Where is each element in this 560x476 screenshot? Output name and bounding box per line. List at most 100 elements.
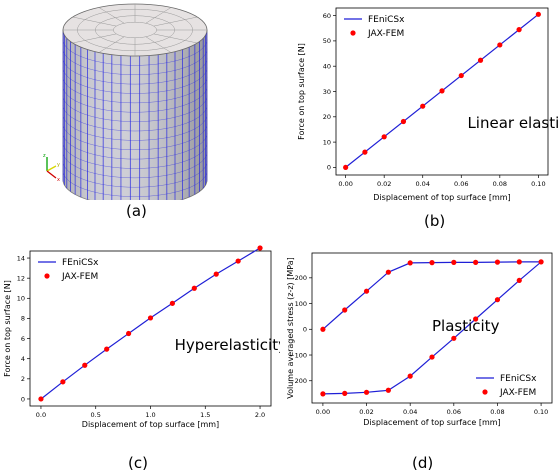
x-tick-label: 0.04 <box>415 180 429 188</box>
legend: FEniCSx JAX-FEM <box>38 258 99 282</box>
legend-label-jax-fem: JAX-FEM <box>61 272 98 282</box>
legend-marker-swatch <box>350 30 356 36</box>
data-point-jax-fem <box>38 396 44 402</box>
data-point-jax-fem <box>458 72 464 79</box>
x-tick-label: 0.02 <box>377 180 391 188</box>
data-point-jax-fem <box>362 149 368 155</box>
x-tick-label: 0.5 <box>91 411 101 419</box>
y-tick-label: 200 <box>295 274 307 282</box>
data-point-jax-fem <box>342 307 348 313</box>
x-tick-label: 1.5 <box>200 411 210 419</box>
data-point-jax-fem <box>451 259 457 265</box>
data-point-jax-fem <box>429 354 435 360</box>
y-tick-label: 12 <box>17 274 25 282</box>
x-axis-label: Displacement of top surface [mm] <box>363 418 500 427</box>
y-axis-label: Force on top surface [N] <box>3 280 12 377</box>
data-point-jax-fem <box>473 259 479 265</box>
chart-hyperelasticity: 0.0 0.5 1.0 1.5 2.0 0 2 4 6 8 10 12 14 Displacement o… <box>0 243 287 455</box>
y-tick-label: −100 <box>289 351 307 359</box>
y-tick-label: 8 <box>21 315 25 323</box>
data-point-jax-fem <box>191 285 197 291</box>
chart-annotation: Plasticity <box>432 317 500 335</box>
top-spoke <box>72 33 117 44</box>
legend-label-fenicsx: FEniCSx <box>368 15 405 25</box>
x-tick-label: 0.0 <box>36 411 46 419</box>
y-tick-label: 100 <box>295 300 307 308</box>
y-tick-label: 0 <box>21 395 25 403</box>
triad-x-axis <box>46 170 57 179</box>
y-tick-label: 6 <box>21 335 25 343</box>
top-spoke <box>145 36 172 53</box>
legend-label-fenicsx: FEniCSx <box>62 258 99 268</box>
data-point-jax-fem <box>320 326 326 332</box>
legend-marker-swatch <box>44 273 50 279</box>
y-axis-label: Volume averaged stress (z-z) [MPa] <box>286 257 295 398</box>
chart-plasticity: 0.00 0.02 0.04 0.06 0.08 0.10 −200 −100 0 100 200 D… <box>284 243 560 455</box>
data-point-jax-fem <box>451 335 457 341</box>
x-tick-label: 0.04 <box>403 408 417 416</box>
data-point-jax-fem <box>147 315 154 321</box>
chart-c-svg: 0.0 0.5 1.0 1.5 2.0 0 2 4 6 8 10 12 14 Displacement o… <box>3 245 287 429</box>
top-spoke <box>153 16 198 27</box>
data-point-jax-fem <box>535 11 541 17</box>
data-point-jax-fem <box>494 297 501 303</box>
data-point-jax-fem <box>538 259 544 265</box>
x-tick-label: 0.10 <box>534 408 548 416</box>
x-tick-label: 1.0 <box>145 411 155 419</box>
x-tick-label: 0.00 <box>316 408 330 416</box>
x-tick-label: 0.10 <box>531 180 545 188</box>
y-axis-label: Force on top surface [N] <box>297 43 306 140</box>
data-point-jax-fem <box>516 259 522 265</box>
triad-y-axis <box>46 165 57 172</box>
y-tick-label: 40 <box>323 62 331 70</box>
data-point-jax-fem <box>60 379 66 385</box>
data-point-jax-fem <box>104 346 110 352</box>
x-tick-label: 0.06 <box>447 408 461 416</box>
triad-y-label: y <box>57 162 60 168</box>
data-point-jax-fem <box>497 42 503 48</box>
data-point-jax-fem <box>363 389 370 395</box>
top-spoke <box>98 7 125 24</box>
y-tick-label: 14 <box>17 254 25 262</box>
data-point-jax-fem <box>235 258 241 264</box>
mesh-panel: z y x <box>0 0 270 207</box>
chart-annotation: Hyperelasticity <box>175 336 280 354</box>
data-point-jax-fem <box>381 134 387 140</box>
data-point-jax-fem <box>363 288 370 294</box>
y-tick-label: 50 <box>323 37 331 45</box>
data-point-jax-fem <box>429 260 435 266</box>
legend-marker-swatch <box>482 389 488 395</box>
data-point-jax-fem <box>257 245 263 251</box>
x-tick-label: 0.06 <box>454 180 468 188</box>
top-spoke <box>153 33 198 44</box>
x-axis-label: Displacement of top surface [mm] <box>373 193 510 202</box>
caption-d: (d) <box>412 454 434 472</box>
data-point-jax-fem <box>420 103 426 109</box>
plot-frame <box>311 252 553 404</box>
legend-label-jax-fem: JAX-FEM <box>499 388 536 398</box>
y-tick-label: 0 <box>303 326 307 334</box>
x-tick-label: 2.0 <box>255 411 265 419</box>
x-axis-label: Displacement of top surface [mm] <box>82 420 219 429</box>
x-tick-label: 0.08 <box>490 408 504 416</box>
data-point-jax-fem <box>407 260 413 266</box>
data-point-jax-fem <box>400 118 407 125</box>
y-tick-label: −200 <box>289 377 307 385</box>
series-line-fenicsx <box>40 247 261 400</box>
top-spoke <box>145 7 172 24</box>
chart-annotation: Linear elasticity <box>467 114 560 132</box>
data-point-jax-fem <box>82 362 88 368</box>
caption-b: (b) <box>424 212 446 230</box>
data-point-jax-fem <box>342 390 348 396</box>
y-tick-label: 0 <box>327 164 331 172</box>
data-point-jax-fem <box>385 387 391 393</box>
y-tick-label: 30 <box>323 88 331 96</box>
legend-label-fenicsx: FEniCSx <box>500 374 537 384</box>
data-point-jax-fem <box>473 316 479 322</box>
data-point-jax-fem <box>477 57 484 63</box>
y-tick-label: 4 <box>21 355 25 363</box>
data-point-jax-fem <box>516 27 522 33</box>
chart-linear-elasticity: 0.00 0.02 0.04 0.06 0.08 0.10 0 10 20 30 40 50 60 Dis… <box>290 0 560 215</box>
data-point-jax-fem <box>125 330 132 337</box>
top-spoke <box>72 16 117 27</box>
